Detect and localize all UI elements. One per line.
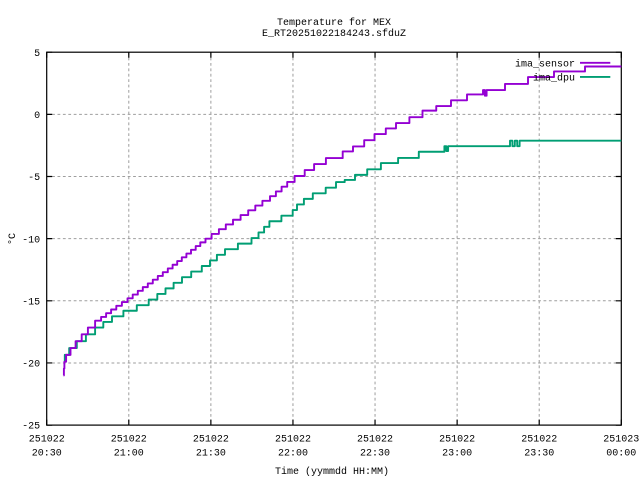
- svg-text:22:30: 22:30: [360, 448, 390, 459]
- svg-text:-25: -25: [22, 422, 40, 433]
- svg-text:251022: 251022: [521, 434, 557, 445]
- svg-text:00:00: 00:00: [606, 448, 636, 459]
- svg-text:251023: 251023: [603, 434, 639, 445]
- svg-text:23:30: 23:30: [524, 448, 554, 459]
- svg-text:251022: 251022: [193, 434, 229, 445]
- svg-text:251022: 251022: [29, 434, 65, 445]
- svg-text:5: 5: [34, 49, 40, 60]
- svg-text:21:30: 21:30: [196, 448, 226, 459]
- svg-text:22:00: 22:00: [278, 448, 308, 459]
- svg-text:Temperature for MEX: Temperature for MEX: [277, 17, 391, 29]
- svg-text:251022: 251022: [439, 434, 475, 445]
- svg-text:251022: 251022: [111, 434, 147, 445]
- svg-text:ima_dpu: ima_dpu: [533, 73, 575, 85]
- svg-text:ima_sensor: ima_sensor: [515, 58, 575, 70]
- svg-text:-15: -15: [22, 297, 40, 308]
- svg-text:20:30: 20:30: [32, 448, 62, 459]
- svg-text:°C: °C: [7, 233, 19, 245]
- svg-text:0: 0: [34, 111, 40, 122]
- svg-text:-5: -5: [28, 173, 40, 184]
- svg-text:E_RT20251022184243.sfduZ: E_RT20251022184243.sfduZ: [262, 28, 406, 40]
- svg-text:251022: 251022: [275, 434, 311, 445]
- svg-text:-10: -10: [22, 235, 40, 246]
- svg-text:251022: 251022: [357, 434, 393, 445]
- svg-text:Time (yymmdd HH:MM): Time (yymmdd HH:MM): [275, 466, 389, 478]
- svg-text:23:00: 23:00: [442, 448, 472, 459]
- svg-text:-20: -20: [22, 360, 40, 371]
- svg-text:21:00: 21:00: [114, 448, 144, 459]
